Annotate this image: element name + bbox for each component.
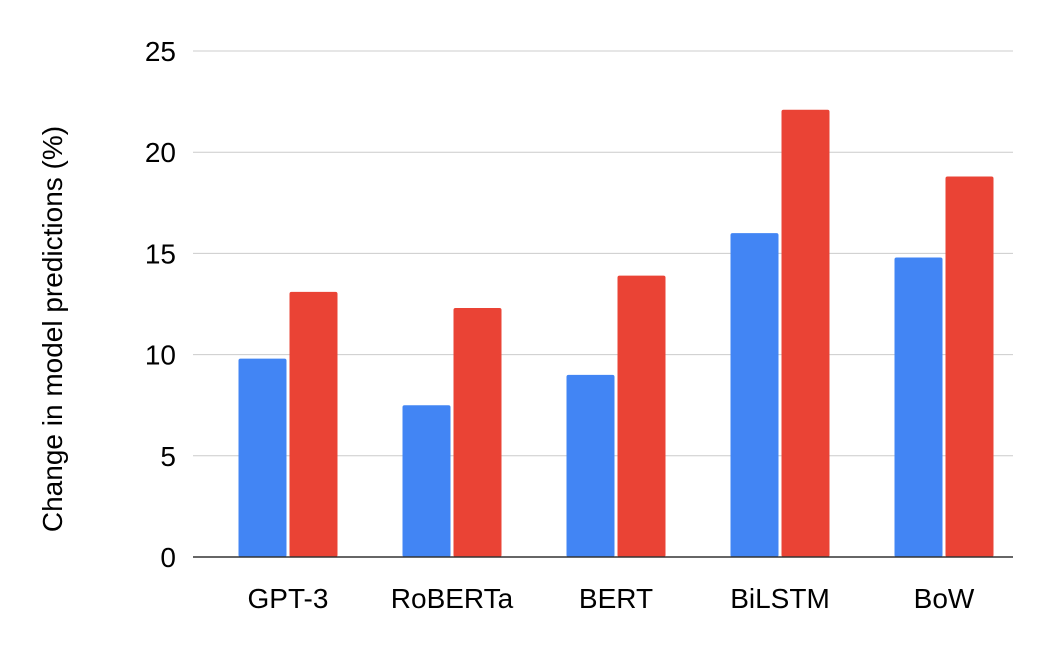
bar-bilstm-series-1 xyxy=(730,233,779,557)
x-tick-label: BERT xyxy=(579,583,653,614)
bar-bert-series-2 xyxy=(617,275,666,557)
bar-roberta-series-2 xyxy=(453,308,502,557)
y-tick-label: 20 xyxy=(145,137,176,168)
bars xyxy=(238,109,994,558)
y-axis-title: Change in model predictions (%) xyxy=(37,126,68,532)
bar-roberta-series-1 xyxy=(402,405,451,557)
y-tick-label: 25 xyxy=(145,36,176,67)
x-tick-label: BoW xyxy=(914,583,975,614)
x-tick-labels: GPT-3 RoBERTa BERT BiLSTM BoW xyxy=(248,583,975,614)
x-tick-label: RoBERTa xyxy=(391,583,514,614)
y-tick-label: 5 xyxy=(160,441,176,472)
bar-bilstm-series-2 xyxy=(781,109,830,558)
y-tick-labels: 0 5 10 15 20 25 xyxy=(145,36,176,573)
y-tick-label: 10 xyxy=(145,340,176,371)
bar-bow-series-2 xyxy=(945,176,994,557)
y-tick-label: 0 xyxy=(160,542,176,573)
x-tick-label: GPT-3 xyxy=(248,583,329,614)
y-tick-label: 15 xyxy=(145,238,176,269)
x-tick-label: BiLSTM xyxy=(730,583,830,614)
bar-bert-series-1 xyxy=(566,374,615,557)
bar-gpt-3-series-2 xyxy=(289,291,338,557)
bar-bow-series-1 xyxy=(894,257,943,557)
bar-gpt-3-series-1 xyxy=(238,358,287,557)
